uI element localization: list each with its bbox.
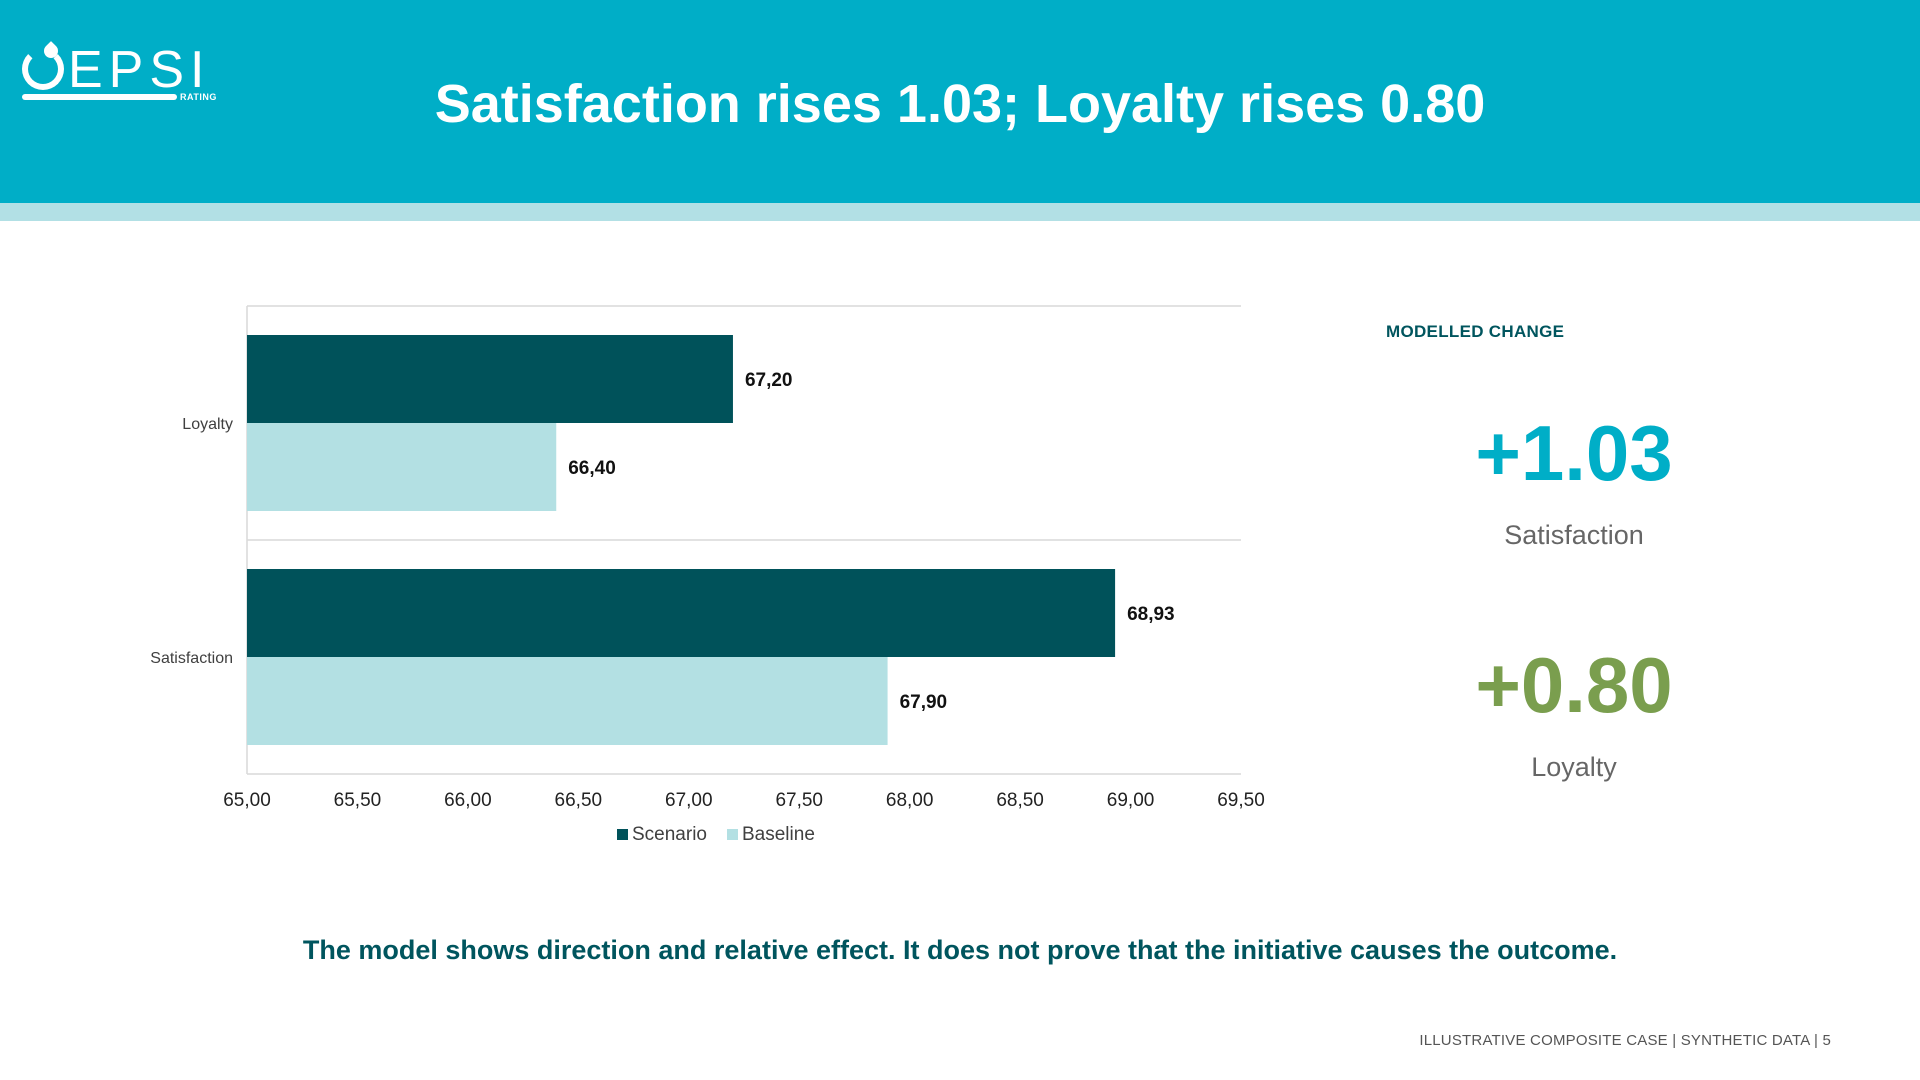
bar-baseline-satisfaction (247, 657, 888, 745)
takeaway-text: The model shows direction and relative e… (302, 935, 1618, 965)
x-tick-label: 68,50 (996, 790, 1044, 811)
side-panel-heading: MODELLED CHANGE (1386, 322, 1565, 341)
category-label-satisfaction: Satisfaction (150, 650, 233, 667)
data-label-baseline-loyalty: 66,40 (568, 458, 616, 479)
x-tick-label: 67,50 (775, 790, 823, 811)
legend-label-scenario: Scenario (632, 824, 707, 845)
x-tick-label: 65,50 (334, 790, 382, 811)
bar-scenario-loyalty (247, 335, 733, 423)
x-tick-label: 67,00 (665, 790, 713, 811)
data-label-scenario-loyalty: 67,20 (745, 370, 793, 391)
x-tick-label: 69,50 (1217, 790, 1265, 811)
loyalty-change-value: +0.80 (1475, 641, 1673, 729)
logo-subtext: RATING (180, 92, 217, 102)
satisfaction-change-value: +1.03 (1475, 409, 1673, 497)
page-title: Satisfaction rises 1.03; Loyalty rises 0… (434, 74, 1486, 134)
epsi-logo: EPSI RATING (22, 40, 222, 110)
x-tick-label: 66,50 (555, 790, 603, 811)
legend-swatch-baseline (727, 829, 738, 840)
header-bar (0, 0, 1920, 203)
footer-text: ILLUSTRATIVE COMPOSITE CASE | SYNTHETIC … (1419, 1032, 1831, 1049)
x-tick-label: 69,00 (1107, 790, 1155, 811)
logo-underline (22, 94, 177, 100)
logo-ring-icon (22, 48, 64, 90)
logo-text: EPSI (68, 41, 211, 99)
x-tick-label: 66,00 (444, 790, 492, 811)
loyalty-change-label: Loyalty (1531, 752, 1617, 782)
x-tick-label: 65,00 (223, 790, 271, 811)
data-label-scenario-satisfaction: 68,93 (1127, 604, 1175, 625)
data-label-baseline-satisfaction: 67,90 (900, 692, 948, 713)
legend-swatch-scenario (617, 829, 628, 840)
header-stripe (0, 203, 1920, 221)
x-tick-label: 68,00 (886, 790, 934, 811)
bar-baseline-loyalty (247, 423, 557, 511)
category-label-loyalty: Loyalty (182, 416, 233, 433)
satisfaction-change-label: Satisfaction (1504, 520, 1644, 550)
legend-label-baseline: Baseline (742, 824, 815, 845)
bar-scenario-satisfaction (247, 569, 1116, 657)
